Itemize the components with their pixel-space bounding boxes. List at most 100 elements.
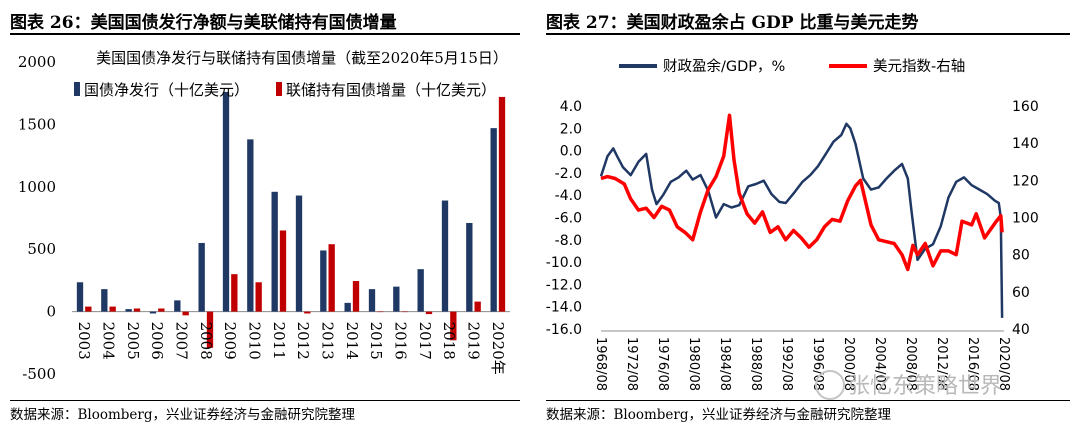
bar-chart: -500 0 500 1000 1500 2000 2003 2004 2005 2006 2007… (18, 49, 510, 383)
bar-net-issuance (149, 311, 157, 314)
bar-fed-holdings (158, 308, 165, 312)
y-left-tick-label: -8.0 (555, 233, 582, 249)
left-source-note: 数据来源：Bloomberg，兴业证券经济与金融研究院整理 (10, 407, 356, 423)
y-tick-label: 0 (46, 303, 56, 321)
bar-fed-holdings (133, 308, 141, 312)
x-tick-label: 2011 (270, 322, 288, 360)
x-tick-label: 2003 (75, 322, 93, 360)
x-tick-label: 1976/08 (655, 337, 670, 391)
y-tick-label: 2000 (18, 53, 56, 71)
x-tick-label: 2009 (221, 322, 239, 360)
legend-label: 联储持有国债增量（十亿美元） (286, 81, 496, 99)
x-tick-label: 2008/08 (903, 337, 918, 391)
bar-net-issuance (271, 191, 278, 312)
y-tick-label: 500 (27, 240, 56, 258)
x-tick-label: 2000/08 (841, 337, 856, 391)
bar-net-issuance (198, 242, 205, 312)
x-tick-label: 1988/08 (748, 337, 763, 391)
bar-fed-holdings (498, 96, 506, 312)
bar-fed-holdings (352, 281, 360, 312)
bar-net-issuance (490, 128, 497, 312)
x-tick-label: 2019 (465, 322, 483, 360)
legend-swatch (276, 82, 282, 96)
right-source-rule (546, 400, 1070, 401)
legend-label: 国债净发行（十亿美元） (84, 81, 249, 99)
y-tick-label: 1500 (18, 115, 56, 133)
y-right-tick-label: 100 (1012, 211, 1039, 227)
bar-fed-holdings (85, 306, 92, 312)
legend-label: 财政盈余/GDP，% (663, 57, 785, 75)
y-left-tick-label: -10.0 (546, 255, 582, 271)
right-title-rule (546, 33, 1070, 35)
bar-net-issuance (174, 300, 181, 312)
x-tick-label: 2006 (148, 322, 166, 360)
watermark-text: 张忆东策略世界 (848, 374, 1003, 399)
legend-swatch (74, 82, 80, 96)
bar-net-issuance (344, 302, 351, 312)
right-figure-title: 图表 27：美国财政盈余占 GDP 比重与美元走势 (546, 13, 919, 33)
x-tick-label: 2004 (100, 322, 118, 360)
bar-net-issuance (368, 289, 376, 312)
left-title-rule (10, 33, 520, 35)
x-tick-label: 1980/08 (686, 337, 701, 391)
bar-fed-holdings (401, 311, 408, 313)
y-right-tick-label: 120 (1012, 173, 1039, 189)
chart-title: 美国国债净发行与联储持有国债增量（截至2020年5月15日） (96, 49, 508, 67)
x-tick-label: 2013 (319, 322, 337, 360)
bar-fed-holdings (377, 311, 384, 313)
bar-fed-holdings (425, 311, 433, 315)
y-right-tick-label: 60 (1012, 285, 1030, 301)
x-tick-label: 2020/08 (996, 337, 1011, 391)
y-right-tick-label: 80 (1012, 248, 1030, 264)
bar-fed-holdings (304, 311, 311, 314)
bar-fed-holdings (182, 311, 189, 316)
x-tick-label: 2012/08 (934, 337, 949, 391)
bar-fed-holdings (328, 244, 335, 312)
bar-net-issuance (320, 250, 327, 312)
bar-net-issuance (441, 200, 449, 312)
bar-fed-holdings (206, 311, 214, 348)
y-left-tick-label: -14.0 (546, 300, 582, 316)
y-tick-label: -500 (22, 365, 56, 383)
bar-net-issuance (76, 282, 84, 312)
bar-fed-holdings (255, 282, 262, 312)
y-left-tick-label: -2.0 (555, 166, 582, 182)
bar-net-issuance (125, 309, 132, 312)
bar-net-issuance (247, 139, 254, 312)
y-left-tick-label: -12.0 (546, 277, 582, 293)
bar-fed-holdings (450, 311, 457, 341)
left-figure-title: 图表 26：美国国债发行净额与美联储持有国债增量 (10, 13, 397, 33)
y-right-tick-label: 40 (1012, 322, 1030, 338)
x-tick-label: 1984/08 (717, 337, 732, 391)
bar-net-issuance (295, 195, 303, 312)
x-tick-label: 2012 (294, 322, 312, 360)
bar-fed-holdings (474, 301, 481, 312)
y-right-tick-label: 140 (1012, 136, 1039, 152)
x-tick-label: 2004/08 (872, 337, 887, 391)
x-tick-label: 2020年 (489, 322, 507, 375)
x-tick-label: 2010 (246, 322, 264, 360)
right-source-note: 数据来源：Bloomberg，兴业证券经济与金融研究院整理 (546, 407, 892, 423)
bar-net-issuance (393, 286, 400, 312)
y-right-tick-label: 160 (1012, 99, 1039, 115)
x-tick-label: 1992/08 (779, 337, 794, 391)
legend-label: 美元指数-右轴 (873, 58, 965, 75)
y-left-tick-label: -16.0 (546, 322, 582, 338)
x-tick-label: 2008 (197, 322, 215, 360)
x-tick-label: 2017 (416, 322, 434, 360)
x-tick-label: 2005 (124, 322, 142, 360)
bar-fed-holdings (109, 306, 116, 312)
left-source-rule (10, 400, 520, 401)
y-left-tick-label: 2.0 (560, 121, 582, 137)
line-dollar-index (600, 113, 1004, 272)
bar-net-issuance (417, 269, 424, 312)
line-chart: 4.0 2.0 0.0 -2.0 -4.0 -6.0 -8.0 -10.0 -12.0 -14.0… (546, 57, 1039, 391)
y-left-tick-label: 0.0 (560, 144, 582, 160)
bar-net-issuance (101, 289, 108, 312)
x-tick-label: 1972/08 (624, 337, 639, 391)
line-fiscal-balance (599, 122, 1004, 318)
x-tick-label: 2016/08 (965, 337, 980, 391)
x-tick-label: 2018 (440, 322, 458, 360)
bar-net-issuance (466, 222, 473, 312)
bar-fed-holdings (231, 274, 238, 312)
